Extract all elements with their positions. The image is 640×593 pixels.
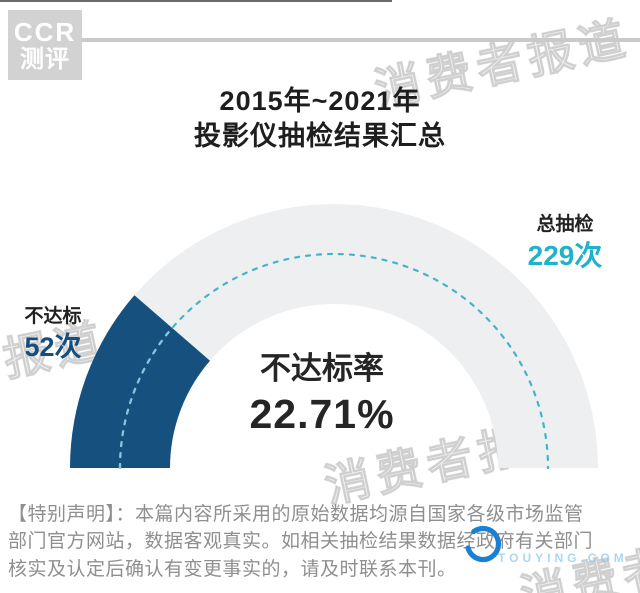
site-watermark-circle-icon: [464, 525, 502, 563]
disclaimer-line: 【特别声明】：本篇内容所采用的原始数据均源自国家各级市场监管: [8, 504, 584, 525]
disclaimer-line: 部门官方网站，数据客观真实。如相关抽检结果数据经政府有关部门: [8, 531, 594, 553]
ccr-logo: CCR 测评: [8, 10, 82, 80]
disclaimer: 【特别声明】：本篇内容所采用的原始数据均源自国家各级市场监管 部门官方网站，数据…: [8, 501, 638, 583]
total-label-group: 总抽检 229次: [495, 214, 635, 272]
gauge-ring: [70, 204, 598, 468]
rate-label: 不达标率: [260, 351, 384, 386]
fail-label-group: 不达标 52次: [0, 306, 106, 363]
total-label: 总抽检: [536, 214, 594, 235]
fail-label: 不达标: [24, 306, 82, 327]
fail-value: 52次: [24, 331, 82, 362]
site-watermark-text: TOUYING.COM: [498, 551, 628, 565]
header-divider: [82, 38, 640, 42]
page-title: 2015年~2021年 投影仪抽检结果汇总: [0, 84, 640, 153]
rate-label-group: 不达标率 22.71%: [202, 350, 442, 439]
ccr-logo-text: CCR: [13, 16, 77, 47]
gauge-dashed-circle-on-segment: [118, 326, 174, 470]
disclaimer-line: 核实及认定后确认有变更事实的，请及时联系本刊。: [8, 558, 457, 580]
page-title-line1: 2015年~2021年: [219, 86, 421, 116]
ccr-logo-subtext: 测评: [20, 45, 70, 73]
top-edge-artifact: [0, 0, 392, 2]
rate-value: 22.71%: [249, 391, 395, 438]
gauge-segment-fail: [70, 295, 210, 468]
total-value: 229次: [527, 239, 603, 271]
page-title-line2: 投影仪抽检结果汇总: [194, 120, 446, 151]
